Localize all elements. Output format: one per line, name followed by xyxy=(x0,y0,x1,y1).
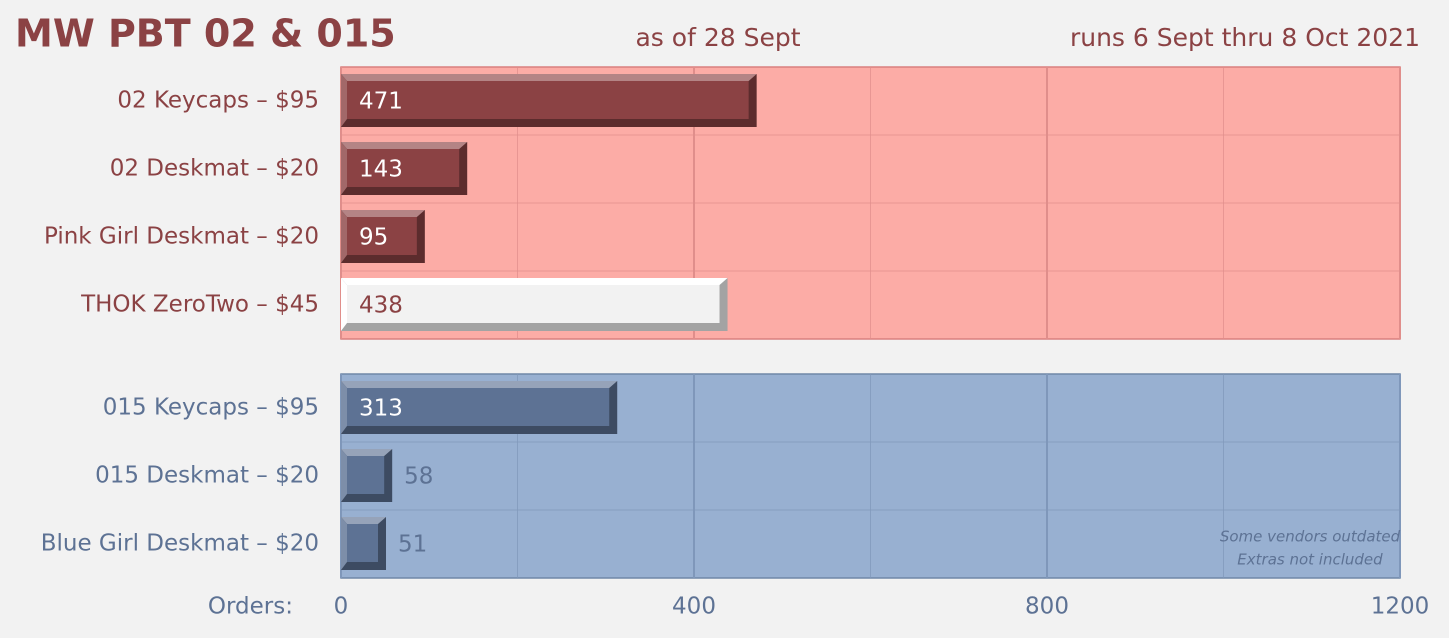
bar-face xyxy=(347,81,749,119)
bar-group xyxy=(341,142,468,195)
bar-bevel xyxy=(341,74,757,81)
bar-bevel xyxy=(341,210,425,217)
value-label: 471 xyxy=(359,89,403,115)
x-tick-label: 1200 xyxy=(1371,594,1430,620)
bar-bevel xyxy=(341,381,618,388)
x-tick-label: 400 xyxy=(672,594,716,620)
bar-group xyxy=(341,517,387,570)
value-label: 438 xyxy=(359,293,403,319)
bar-bevel xyxy=(341,278,728,285)
category-label: 015 Deskmat – $20 xyxy=(95,463,319,489)
bar-face xyxy=(347,217,417,255)
bar-bevel xyxy=(341,517,387,524)
bar-face xyxy=(347,149,460,187)
bar-group xyxy=(341,210,425,263)
bar-face xyxy=(347,524,379,562)
value-label: 58 xyxy=(404,464,433,490)
category-label: Pink Girl Deskmat – $20 xyxy=(44,224,319,250)
chart-title: MW PBT 02 & 015 xyxy=(15,12,396,56)
x-tick-label: 0 xyxy=(334,594,349,620)
annotation: Some vendors outdated xyxy=(1220,528,1401,546)
bar-bevel xyxy=(341,142,468,149)
category-label: 015 Keycaps – $95 xyxy=(103,395,319,421)
category-label: 02 Keycaps – $95 xyxy=(117,88,319,114)
x-tick-label: 800 xyxy=(1025,594,1069,620)
bar-face xyxy=(347,285,720,323)
bar-bevel xyxy=(341,381,347,434)
bar-bevel xyxy=(341,449,393,456)
category-label: Blue Girl Deskmat – $20 xyxy=(41,531,319,557)
bar-bevel xyxy=(341,142,347,195)
bar-bevel xyxy=(341,517,347,570)
value-label: 313 xyxy=(359,396,403,422)
bar-group xyxy=(341,381,618,434)
bar-bevel xyxy=(341,278,347,331)
category-label: THOK ZeroTwo – $45 xyxy=(80,292,319,318)
annotation: Extras not included xyxy=(1237,551,1383,569)
bar-group xyxy=(341,278,728,331)
subtitle: as of 28 Sept xyxy=(635,23,800,52)
x-axis-label: Orders: xyxy=(208,594,293,620)
value-label: 143 xyxy=(359,157,403,183)
bar-group xyxy=(341,449,393,502)
bar-group xyxy=(341,74,757,127)
bar-bevel xyxy=(341,74,347,127)
bar-face xyxy=(347,456,385,494)
bar-bevel xyxy=(341,210,347,263)
value-label: 95 xyxy=(359,225,388,251)
bar-face xyxy=(347,388,610,426)
bar-bevel xyxy=(341,449,347,502)
value-label: 51 xyxy=(398,532,427,558)
date-range: runs 6 Sept thru 8 Oct 2021 xyxy=(1070,23,1420,52)
category-label: 02 Deskmat – $20 xyxy=(110,156,319,182)
